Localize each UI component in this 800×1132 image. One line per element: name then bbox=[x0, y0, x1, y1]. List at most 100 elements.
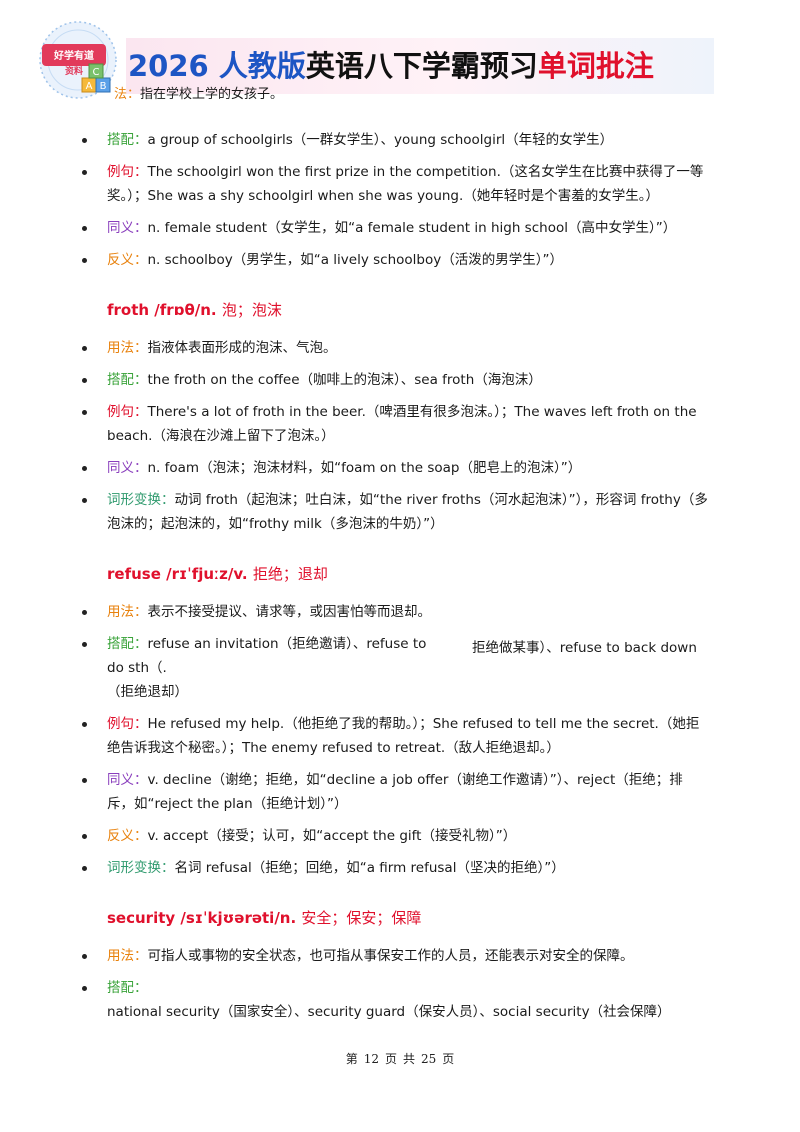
list-item: 用法：表示不接受提议、请求等，或因害怕等而退却。 bbox=[0, 600, 800, 624]
example-text: The schoolgirl won the first prize in th… bbox=[107, 164, 704, 204]
bullet-icon bbox=[82, 642, 87, 647]
vocabulary-content: 搭配：a group of schoolgirls（一群女学生）、young s… bbox=[0, 128, 800, 1032]
usage-label: 用法： bbox=[107, 340, 148, 356]
example-label: 例句： bbox=[107, 404, 148, 420]
bullet-icon bbox=[82, 258, 87, 263]
bullet-icon bbox=[82, 378, 87, 383]
headword-security: security /sɪˈkjʊərəti/n. 安全；保安；保障 bbox=[0, 906, 800, 930]
title-subject: 英语八下学霸预习 bbox=[305, 49, 538, 83]
collocation-text: the froth on the coffee（咖啡上的泡沫）、sea frot… bbox=[147, 372, 542, 388]
word-forms-text: 动词 froth（起泡沫；吐白沫，如“the river froths（河水起泡… bbox=[107, 492, 708, 532]
footer-suffix: 页 bbox=[442, 1052, 455, 1066]
title-topic: 单词批注 bbox=[537, 49, 654, 83]
list-item: 同义：v. decline（谢绝；拒绝，如“decline a job offe… bbox=[0, 768, 800, 816]
headword-meaning: 安全；保安；保障 bbox=[301, 909, 422, 927]
collocation-label: 搭配： bbox=[107, 636, 148, 652]
usage-text: 指在学校上学的女孩子。 bbox=[140, 87, 284, 102]
title-year: 2026 bbox=[128, 49, 219, 83]
synonym-text: n. female student（女学生，如“a female student… bbox=[147, 220, 677, 236]
list-item: 反义：n. schoolboy（男学生，如“a lively schoolboy… bbox=[0, 248, 800, 272]
bullet-icon bbox=[82, 834, 87, 839]
list-item: 反义：v. accept（接受；认可，如“accept the gift（接受礼… bbox=[0, 824, 800, 848]
synonym-label: 同义： bbox=[107, 220, 148, 236]
page-footer: 第 12 页共 25 页 bbox=[0, 1050, 800, 1067]
collocation-text-tail: （拒绝退却） bbox=[107, 684, 188, 700]
synonym-label: 同义： bbox=[107, 460, 148, 476]
list-item: 搭配： national security（国家安全）、security guar… bbox=[0, 976, 800, 1024]
antonym-label: 反义： bbox=[107, 252, 148, 268]
list-item: 同义：n. female student（女学生，如“a female stud… bbox=[0, 216, 800, 240]
list-item: 词形变换：名词 refusal（拒绝；回绝，如“a firm refusal（坚… bbox=[0, 856, 800, 880]
headword-froth: froth /frɒθ/n. 泡；泡沫 bbox=[0, 298, 800, 322]
antonym-text: n. schoolboy（男学生，如“a lively schoolboy（活泼… bbox=[147, 252, 563, 268]
svg-text:A: A bbox=[86, 81, 93, 92]
bullet-icon bbox=[82, 610, 87, 615]
list-item: 用法：指液体表面形成的泡沫、气泡。 bbox=[0, 336, 800, 360]
brand-logo: 好学有道 资料 A B C bbox=[39, 21, 117, 99]
bullet-icon bbox=[82, 954, 87, 959]
bullet-icon bbox=[82, 778, 87, 783]
bullet-icon bbox=[82, 498, 87, 503]
usage-text: 指液体表面形成的泡沫、气泡。 bbox=[147, 340, 337, 356]
collocation-text: national security（国家安全）、security guard（保… bbox=[107, 1004, 671, 1020]
synonym-text: n. foam（泡沫；泡沫材料，如“foam on the soap（肥皂上的泡… bbox=[147, 460, 582, 476]
collocation-label: 搭配： bbox=[107, 132, 148, 148]
example-label: 例句： bbox=[107, 164, 148, 180]
collocation-text: refuse an invitation（拒绝邀请）、refuse to do … bbox=[107, 636, 427, 676]
antonym-label: 反义： bbox=[107, 828, 148, 844]
bullet-icon bbox=[82, 138, 87, 143]
collocation-text-right: 拒绝做某事）、refuse to back down bbox=[472, 640, 697, 656]
bullet-icon bbox=[82, 410, 87, 415]
list-item: 用法：可指人或事物的安全状态，也可指从事保安工作的人员，还能表示对安全的保障。 bbox=[0, 944, 800, 968]
list-item: 例句：There's a lot of froth in the beer.（啤… bbox=[0, 400, 800, 448]
list-item: 搭配：a group of schoolgirls（一群女学生）、young s… bbox=[0, 128, 800, 152]
example-label: 例句： bbox=[107, 716, 148, 732]
collocation-label: 搭配： bbox=[107, 372, 148, 388]
bullet-icon bbox=[82, 722, 87, 727]
usage-text: 表示不接受提议、请求等，或因害怕等而退却。 bbox=[147, 604, 432, 620]
list-item: 例句：The schoolgirl won the first prize in… bbox=[0, 160, 800, 208]
word-forms-label: 词形变换： bbox=[107, 860, 175, 876]
bullet-icon bbox=[82, 346, 87, 351]
list-item: 同义：n. foam（泡沫；泡沫材料，如“foam on the soap（肥皂… bbox=[0, 456, 800, 480]
list-item: 搭配：refuse an invitation（拒绝邀请）、refuse to … bbox=[0, 632, 800, 704]
bullet-icon bbox=[82, 866, 87, 871]
synonym-text: v. decline（谢绝；拒绝，如“decline a job offer（谢… bbox=[107, 772, 683, 812]
synonym-label: 同义： bbox=[107, 772, 148, 788]
word-forms-label: 词形变换： bbox=[107, 492, 175, 508]
svg-text:B: B bbox=[100, 81, 107, 92]
word-forms-text: 名词 refusal（拒绝；回绝，如“a firm refusal（坚决的拒绝）… bbox=[174, 860, 565, 876]
footer-mid1: 页 bbox=[384, 1052, 397, 1066]
title-edition: 人教版 bbox=[218, 49, 306, 83]
headword-refuse: refuse /rɪˈfjuːz/v. 拒绝；退却 bbox=[0, 562, 800, 586]
bullet-icon bbox=[82, 466, 87, 471]
list-item: 词形变换：动词 froth（起泡沫；吐白沫，如“the river froths… bbox=[0, 488, 800, 536]
collocation-text: a group of schoolgirls（一群女学生）、young scho… bbox=[147, 132, 614, 148]
headword: security /sɪˈkjʊərəti/n. bbox=[107, 909, 297, 927]
svg-text:好学有道: 好学有道 bbox=[53, 49, 94, 62]
usage-label: 法： bbox=[114, 87, 141, 102]
footer-mid2: 共 bbox=[403, 1052, 416, 1066]
page-total: 25 bbox=[421, 1052, 437, 1066]
bullet-icon bbox=[82, 226, 87, 231]
footer-prefix: 第 bbox=[345, 1052, 358, 1066]
example-text: He refused my help.（他拒绝了我的帮助。）；She refus… bbox=[107, 716, 700, 756]
usage-label: 用法： bbox=[107, 604, 148, 620]
usage-text: 可指人或事物的安全状态，也可指从事保安工作的人员，还能表示对安全的保障。 bbox=[147, 948, 634, 964]
title-banner bbox=[126, 38, 714, 94]
svg-text:资料: 资料 bbox=[65, 65, 83, 77]
list-item: 搭配：the froth on the coffee（咖啡上的泡沫）、sea f… bbox=[0, 368, 800, 392]
bullet-icon bbox=[82, 986, 87, 991]
headword-meaning: 拒绝；退却 bbox=[252, 565, 328, 583]
antonym-text: v. accept（接受；认可，如“accept the gift（接受礼物）”… bbox=[147, 828, 517, 844]
page-title: 2026 人教版英语八下学霸预习单词批注 bbox=[128, 40, 654, 92]
headword: froth /frɒθ/n. bbox=[107, 301, 217, 319]
schoolgirl-usage-line: 法：指在学校上学的女孩子。 bbox=[114, 86, 283, 104]
page-number: 12 bbox=[363, 1052, 379, 1066]
headword: refuse /rɪˈfjuːz/v. bbox=[107, 565, 248, 583]
list-item: 例句：He refused my help.（他拒绝了我的帮助。）；She re… bbox=[0, 712, 800, 760]
svg-text:C: C bbox=[93, 67, 100, 78]
example-text: There's a lot of froth in the beer.（啤酒里有… bbox=[107, 404, 697, 444]
usage-label: 用法： bbox=[107, 948, 148, 964]
